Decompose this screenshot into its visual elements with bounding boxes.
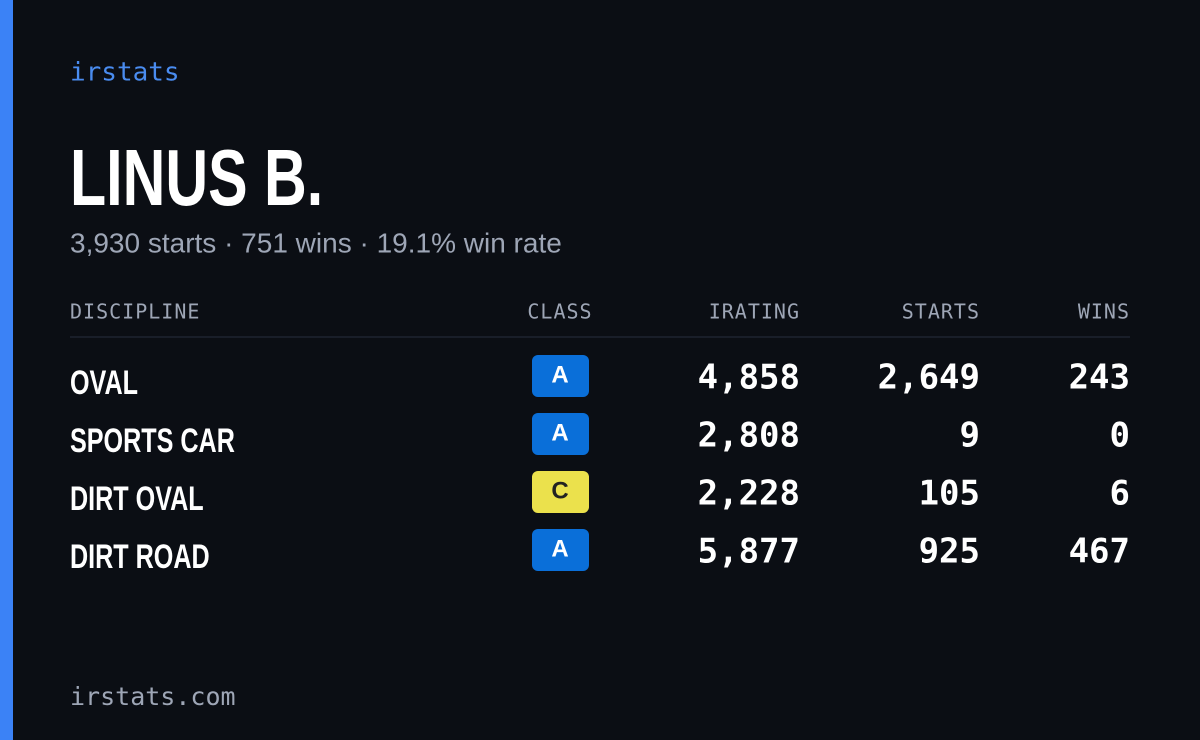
wins: 243 [1069, 358, 1130, 398]
wins: 467 [1069, 532, 1130, 572]
class-badge [532, 529, 589, 571]
class-letter: A [551, 535, 568, 562]
discipline: OVAL [70, 364, 138, 402]
discipline: DIRT OVAL [70, 480, 204, 518]
class-badge [532, 355, 589, 397]
irating: 5,877 [698, 532, 800, 572]
footer: irstats.com [70, 682, 236, 711]
class-letter: C [551, 477, 568, 504]
driver-summary: 3,930 starts · 751 wins · 19.1% win rate [70, 227, 562, 258]
irating: 2,808 [698, 416, 800, 456]
discipline: SPORTS CAR [70, 422, 235, 460]
class-badge [532, 413, 589, 455]
wins: 0 [1110, 416, 1130, 456]
class-badge [532, 471, 589, 513]
brand: irstats [70, 58, 180, 88]
class-letter: A [551, 361, 568, 388]
starts: 9 [960, 416, 980, 456]
column-header: IRATING [709, 300, 800, 324]
starts: 925 [919, 532, 980, 572]
starts: 2,649 [878, 358, 980, 398]
column-header: DISCIPLINE [70, 300, 200, 324]
column-header: CLASS [527, 300, 592, 324]
wins: 6 [1110, 474, 1130, 514]
column-header: STARTS [902, 300, 980, 324]
class-letter: A [551, 419, 568, 446]
irating: 2,228 [698, 474, 800, 514]
starts: 105 [919, 474, 980, 514]
accent-bar [0, 0, 13, 740]
discipline: DIRT ROAD [70, 538, 210, 576]
driver-name: LINUS B. [70, 132, 323, 222]
column-header: WINS [1078, 300, 1130, 324]
irating: 4,858 [698, 358, 800, 398]
